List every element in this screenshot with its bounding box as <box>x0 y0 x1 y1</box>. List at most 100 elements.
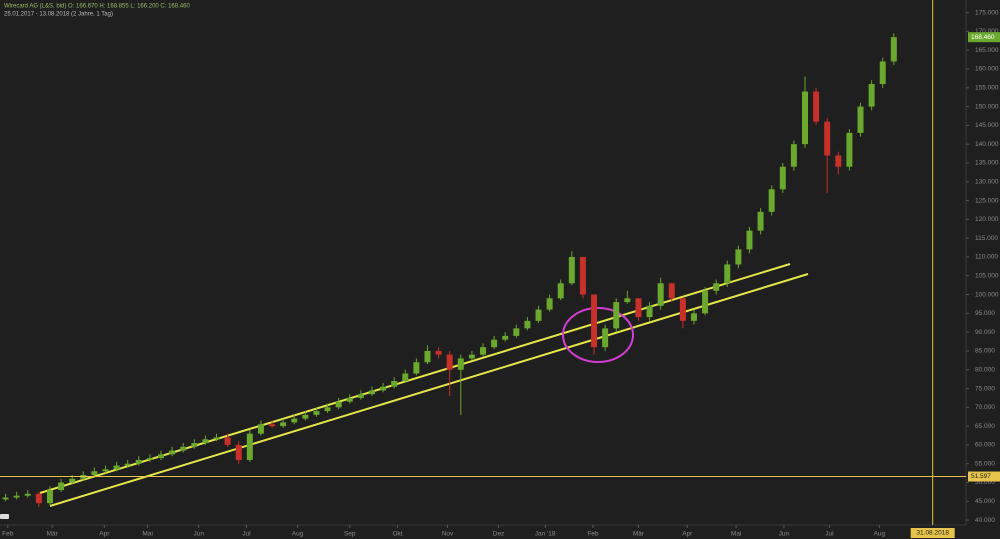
candle-body <box>635 298 642 318</box>
y-tick-label: 40.000 <box>975 517 995 524</box>
candle-body <box>224 437 231 445</box>
x-tick-label: Apr <box>682 531 693 538</box>
candle-body <box>724 264 731 284</box>
y-tick-label: 95.000 <box>975 310 995 317</box>
x-tick-label: Okt <box>392 531 402 538</box>
candle-body <box>302 414 309 419</box>
chart-title: Wirecard AG (L&S, bid) O: 166.670 H: 168… <box>4 4 190 10</box>
candle-body <box>158 454 164 459</box>
x-tick-label: Jun <box>779 531 790 538</box>
candle-body <box>524 320 531 329</box>
candle-body <box>413 362 420 374</box>
x-tick-label: Jul <box>242 531 251 538</box>
x-tick-label: Jan '18 <box>535 531 556 538</box>
y-tick-label: 115.000 <box>975 235 998 242</box>
candle-body <box>269 424 276 427</box>
candle-body <box>646 305 653 318</box>
candle-body <box>13 495 20 498</box>
candle-body <box>657 283 664 306</box>
candle-body <box>790 144 797 167</box>
price-label-box <box>968 471 1000 482</box>
date-label-box <box>910 528 955 538</box>
y-tick-label: 160.000 <box>975 66 999 73</box>
candle-body <box>613 302 620 329</box>
y-tick-label: 175.000 <box>975 9 999 16</box>
y-tick-label: 65.000 <box>975 423 995 430</box>
y-tick-label: 45.000 <box>975 498 995 505</box>
y-tick-label: 135.000 <box>975 160 999 167</box>
candle-body <box>58 482 65 491</box>
candle-body <box>868 84 875 107</box>
candle-body <box>368 390 375 395</box>
x-tick-label: Feb <box>2 531 14 538</box>
candle-body <box>713 283 720 291</box>
y-tick-label: 90.000 <box>975 329 995 336</box>
y-tick-label: 105.000 <box>975 272 999 279</box>
candle-body <box>690 313 697 321</box>
candle-body <box>879 61 886 85</box>
candle-body <box>135 459 142 464</box>
candle-body <box>846 132 853 167</box>
x-tick-label: Mär <box>47 531 59 538</box>
candle-body <box>24 493 31 496</box>
candle-body <box>757 211 764 231</box>
x-tick-label: Jun <box>194 531 205 538</box>
highlight-ellipse <box>562 307 634 363</box>
y-tick-label: 155.000 <box>975 85 999 92</box>
candle-body <box>557 283 564 299</box>
candle-body <box>568 256 575 284</box>
candle-body <box>768 189 775 212</box>
last-price-box <box>968 32 1000 43</box>
y-tick-label: 70.000 <box>975 404 995 411</box>
x-tick-label: Mai <box>142 531 152 538</box>
candle-body <box>813 91 820 122</box>
candle-body <box>502 335 509 340</box>
candle-body <box>546 298 553 310</box>
y-tick-label: 85.000 <box>975 348 995 355</box>
candle-body <box>602 328 609 348</box>
candle-body <box>468 354 475 359</box>
x-tick-label: Aug <box>292 531 304 538</box>
candle-body <box>324 407 331 412</box>
candle-body <box>113 465 120 470</box>
candle-body <box>257 424 264 434</box>
candle-body <box>346 397 353 402</box>
candle-body <box>146 458 153 460</box>
y-tick-label: 150.000 <box>975 103 999 110</box>
y-tick-label: 60.000 <box>975 442 995 449</box>
x-tick-label: Mai <box>731 531 741 538</box>
candle-body <box>402 373 409 382</box>
x-tick-label: Aug <box>874 531 886 538</box>
x-tick-label: Dez <box>493 531 505 538</box>
candle-body <box>779 166 786 190</box>
candle-body <box>91 471 98 475</box>
candle-body <box>624 298 631 303</box>
candle-body <box>235 444 242 460</box>
candle-body <box>202 439 209 444</box>
candle-body <box>69 478 76 483</box>
candle-body <box>446 354 453 370</box>
candle-body <box>124 463 131 466</box>
candle-body <box>802 91 808 145</box>
candle-body <box>679 298 686 321</box>
y-tick-label: 170.000 <box>975 28 999 35</box>
candle-body <box>180 446 187 451</box>
y-tick-label: 110.000 <box>975 254 998 261</box>
chart-subtitle: 25.01.2017 - 13.08.2018 (2 Jahre, 1 Tag) <box>4 12 113 18</box>
candle-body <box>702 290 709 314</box>
x-tick-label: Nov <box>442 531 454 538</box>
x-tick-label: Jul <box>825 531 834 538</box>
y-tick-label: 140.000 <box>975 141 999 148</box>
trend-line <box>39 263 791 494</box>
candle-body <box>357 394 364 398</box>
candle-body <box>668 283 675 299</box>
x-tick-label: Sep <box>344 531 356 538</box>
candle-body <box>46 490 53 504</box>
y-tick-label: 120.000 <box>975 216 999 223</box>
candle-body <box>579 256 586 295</box>
candle-body <box>746 230 753 250</box>
y-tick-label: 165.000 <box>975 47 999 54</box>
hline-label: 51.597 <box>971 473 991 480</box>
